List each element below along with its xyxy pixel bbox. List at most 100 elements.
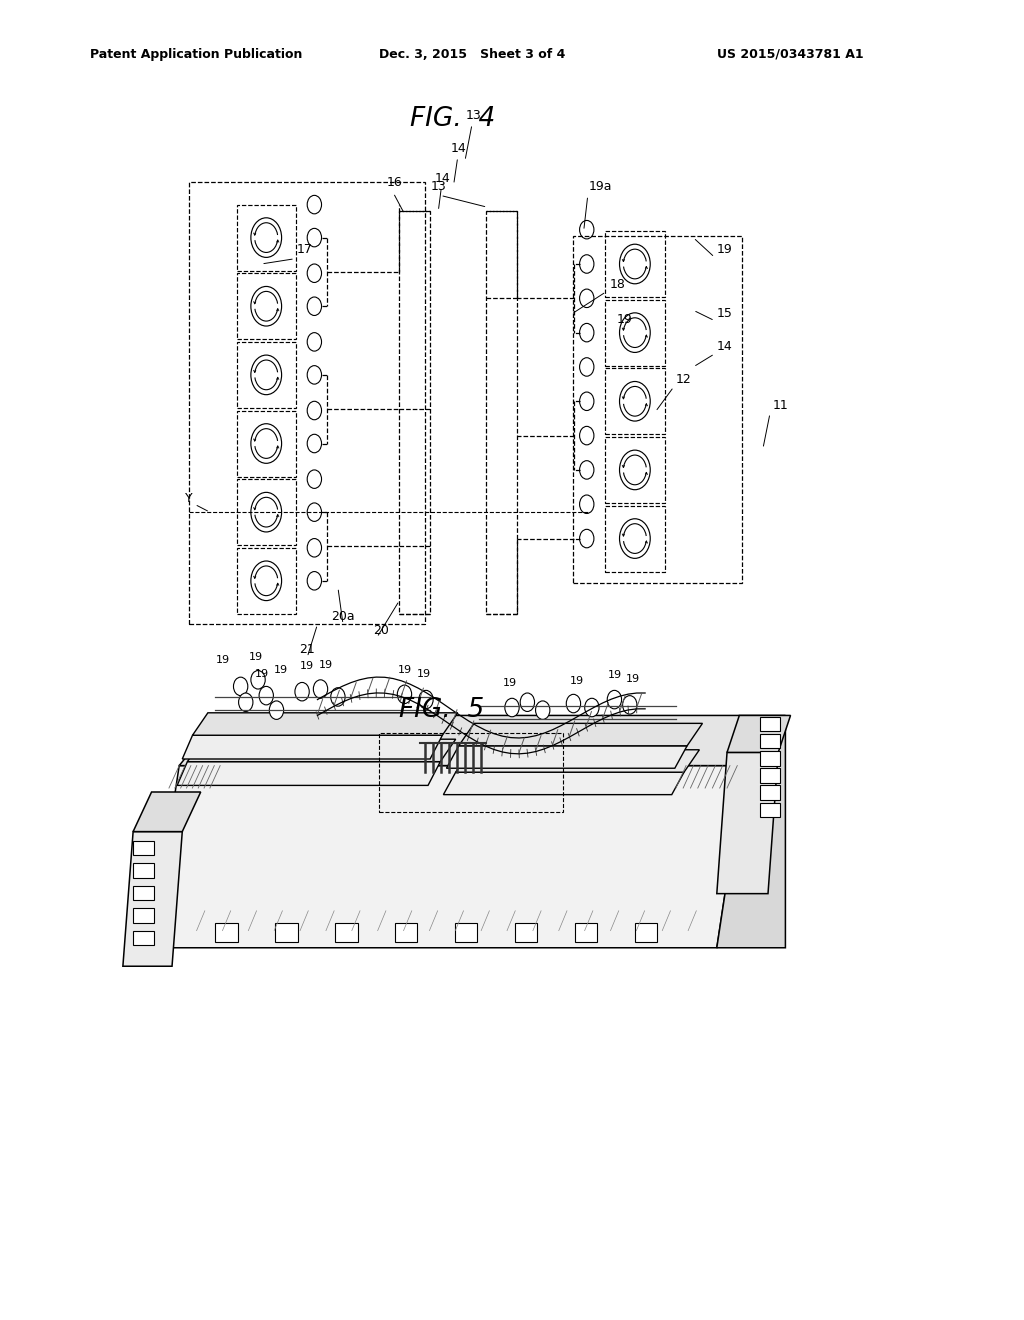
Bar [760, 785, 780, 800]
Circle shape [307, 297, 322, 315]
Bar [275, 923, 298, 942]
Text: 19: 19 [717, 243, 732, 256]
Circle shape [419, 690, 433, 709]
Text: 17: 17 [297, 243, 313, 256]
Text: 19: 19 [626, 675, 640, 685]
Polygon shape [187, 739, 456, 762]
Text: 19: 19 [216, 655, 230, 665]
Text: 14: 14 [717, 339, 732, 352]
Bar [395, 923, 418, 942]
Circle shape [251, 671, 265, 689]
Bar [760, 751, 780, 766]
Bar [486, 211, 517, 614]
Circle shape [269, 701, 284, 719]
Bar [760, 768, 780, 783]
Text: 19: 19 [249, 652, 263, 663]
Circle shape [620, 519, 650, 558]
Bar [237, 548, 296, 614]
Circle shape [580, 323, 594, 342]
Circle shape [307, 539, 322, 557]
Circle shape [620, 313, 650, 352]
Circle shape [307, 401, 322, 420]
Circle shape [566, 694, 581, 713]
Bar [399, 211, 430, 614]
Circle shape [397, 685, 412, 704]
Polygon shape [456, 750, 699, 772]
Bar [133, 863, 154, 878]
Polygon shape [123, 832, 182, 966]
Polygon shape [443, 772, 684, 795]
Circle shape [295, 682, 309, 701]
Bar [635, 923, 657, 942]
Circle shape [620, 381, 650, 421]
Bar [133, 908, 154, 923]
Circle shape [580, 255, 594, 273]
Polygon shape [179, 715, 785, 766]
Text: FIG.  4: FIG. 4 [410, 106, 495, 132]
Text: 19: 19 [273, 665, 288, 676]
Circle shape [580, 289, 594, 308]
Bar [237, 342, 296, 408]
Bar [605, 300, 665, 366]
Text: 19: 19 [503, 678, 517, 689]
Text: 13: 13 [430, 180, 446, 193]
Bar [237, 205, 296, 271]
Circle shape [580, 358, 594, 376]
Bar [605, 231, 665, 297]
Bar [515, 923, 538, 942]
Bar [237, 273, 296, 339]
Circle shape [580, 220, 594, 239]
Circle shape [623, 696, 637, 714]
Text: 12: 12 [676, 372, 691, 385]
Text: 21: 21 [299, 643, 315, 656]
Circle shape [251, 424, 282, 463]
Circle shape [580, 426, 594, 445]
Bar [760, 803, 780, 817]
Bar [760, 734, 780, 748]
Polygon shape [177, 762, 440, 785]
Bar [133, 931, 154, 945]
Polygon shape [727, 715, 791, 752]
Bar [215, 923, 238, 942]
Circle shape [585, 698, 599, 717]
Bar [455, 923, 477, 942]
Circle shape [313, 680, 328, 698]
Circle shape [307, 366, 322, 384]
Text: 19: 19 [417, 669, 431, 680]
Bar [237, 479, 296, 545]
Circle shape [307, 228, 322, 247]
Bar [379, 733, 563, 812]
Text: 18: 18 [609, 277, 626, 290]
Circle shape [580, 495, 594, 513]
Text: 14: 14 [434, 172, 451, 185]
Circle shape [251, 561, 282, 601]
Text: 19: 19 [616, 313, 633, 326]
Polygon shape [459, 723, 702, 746]
Polygon shape [717, 752, 778, 894]
Text: 19: 19 [397, 665, 412, 676]
Polygon shape [717, 715, 785, 948]
Bar [237, 411, 296, 477]
Circle shape [520, 693, 535, 711]
Bar [189, 182, 425, 624]
Circle shape [307, 264, 322, 282]
Text: 15: 15 [717, 306, 733, 319]
Circle shape [251, 286, 282, 326]
Bar [573, 236, 742, 583]
Circle shape [620, 450, 650, 490]
Circle shape [307, 572, 322, 590]
Bar [574, 923, 597, 942]
Text: Y: Y [185, 491, 193, 504]
Circle shape [536, 701, 550, 719]
Bar [605, 506, 665, 572]
Text: Dec. 3, 2015   Sheet 3 of 4: Dec. 3, 2015 Sheet 3 of 4 [379, 48, 565, 61]
Circle shape [307, 333, 322, 351]
Text: 19: 19 [318, 660, 333, 671]
Text: US 2015/0343781 A1: US 2015/0343781 A1 [717, 48, 863, 61]
Circle shape [580, 392, 594, 411]
Bar [605, 437, 665, 503]
Text: 20: 20 [373, 623, 389, 636]
Text: 20a: 20a [331, 610, 355, 623]
Circle shape [259, 686, 273, 705]
Text: 13: 13 [465, 108, 481, 121]
